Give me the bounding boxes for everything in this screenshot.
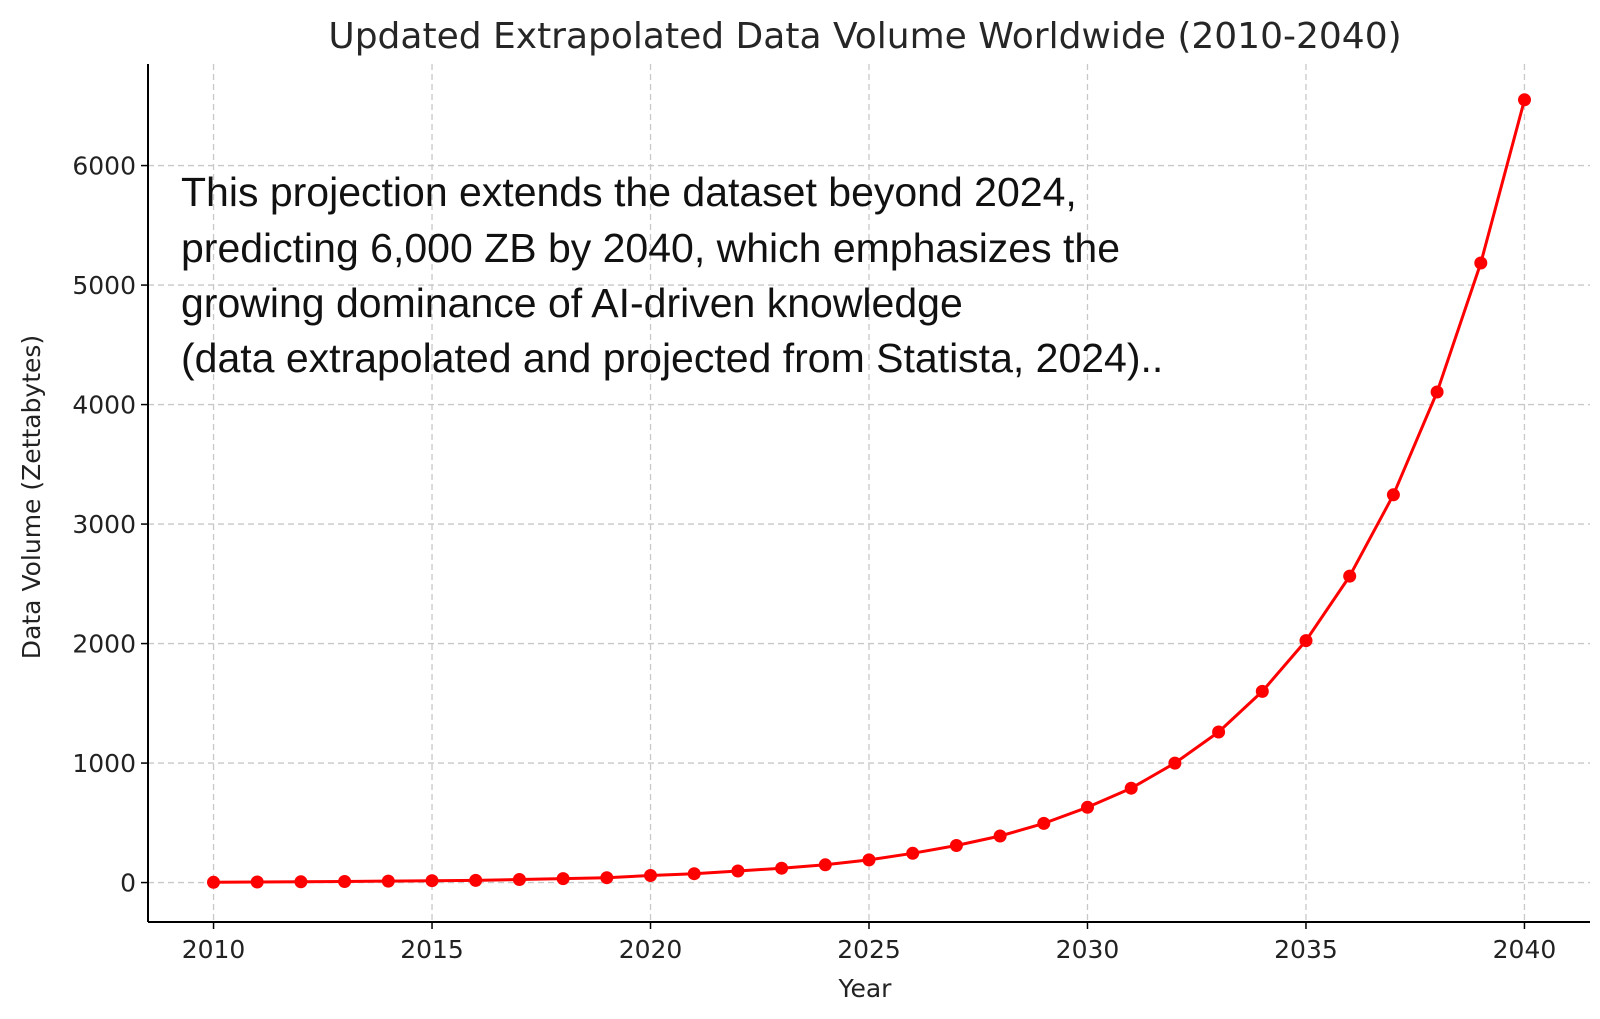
y-axis-label: Data Volume (Zettabytes) [17,335,46,659]
y-tick-label: 0 [120,869,136,898]
y-tick-label: 5000 [72,271,136,300]
data-point [993,829,1007,843]
data-point [1212,725,1226,739]
x-tick-label: 2010 [182,935,246,964]
data-point [862,853,876,867]
y-axis-ticks: 0 1000 2000 3000 4000 5000 6000 [72,152,148,898]
chart-title: Updated Extrapolated Data Volume Worldwi… [328,16,1401,57]
y-tick-label: 1000 [72,749,136,778]
x-tick-label: 2020 [619,935,683,964]
data-point [818,858,832,872]
data-point [1474,256,1488,270]
data-point [425,874,439,888]
annotation-line: growing dominance of AI-driven knowledge [181,280,963,326]
data-point [1081,800,1094,814]
data-point [381,874,395,888]
x-tick-label: 2030 [1056,935,1120,964]
data-point [1037,816,1051,830]
data-point [338,875,352,888]
y-tick-label: 2000 [72,630,136,659]
data-point [1386,488,1400,502]
data-point [1430,385,1444,399]
data-points [207,93,1531,889]
data-point [731,864,745,878]
annotation-line: This projection extends the dataset beyo… [181,169,1077,215]
x-axis-ticks: 2010 2015 2020 2025 2030 2035 2040 [182,922,1557,964]
data-point [687,867,701,881]
data-point [775,861,789,875]
data-point [556,872,570,886]
data-point [1168,756,1182,770]
annotation-line: predicting 6,000 ZB by 2040, which empha… [181,225,1120,271]
data-point [250,875,264,889]
chart-annotation: This projection extends the dataset beyo… [181,169,1163,381]
y-tick-label: 3000 [72,510,136,539]
y-tick-label: 4000 [72,391,136,420]
data-point [294,875,308,889]
data-point [1299,634,1313,648]
data-point [949,839,963,852]
annotation-line: (data extrapolated and projected from St… [181,335,1163,381]
x-axis-label: Year [838,974,893,1003]
x-tick-label: 2035 [1274,935,1338,964]
data-point [207,875,220,889]
x-tick-label: 2040 [1493,935,1557,964]
grid-lines [148,64,1590,922]
data-point [600,871,614,885]
data-point [512,873,526,886]
data-point [1124,781,1138,795]
data-point [906,846,920,860]
x-tick-label: 2025 [837,935,901,964]
data-point [644,869,657,882]
y-tick-label: 6000 [72,152,136,181]
data-point [469,873,483,887]
data-point [1255,684,1269,698]
data-point [1343,569,1357,583]
x-tick-label: 2015 [400,935,464,964]
data-point [1518,93,1531,107]
